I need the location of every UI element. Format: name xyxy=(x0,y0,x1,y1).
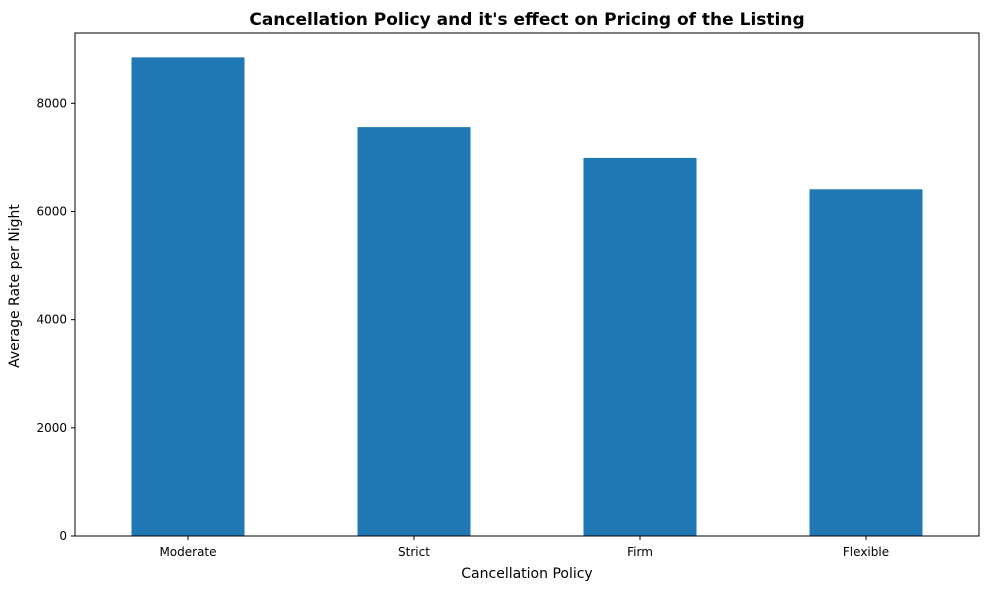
bar-flexible xyxy=(809,189,923,537)
y-tick-label: 8000 xyxy=(36,96,67,110)
bars-layer xyxy=(131,57,923,537)
x-axis-label: Cancellation Policy xyxy=(461,566,592,582)
y-tick-label: 6000 xyxy=(36,204,67,218)
plot-frame xyxy=(74,32,980,537)
x-tick-label: Moderate xyxy=(159,545,216,559)
y-tick-label: 0 xyxy=(59,529,67,543)
x-axis-ticks: Moderate Strict Firm Flexible xyxy=(159,536,889,559)
y-axis-ticks: 0 2000 4000 6000 8000 xyxy=(36,96,75,543)
y-tick-label: 2000 xyxy=(36,421,67,435)
y-axis-label: Average Rate per Night xyxy=(7,204,23,368)
y-tick-label: 4000 xyxy=(36,313,67,327)
bar-strict xyxy=(357,127,471,536)
x-tick-label: Flexible xyxy=(843,545,889,559)
chart-title: Cancellation Policy and it's effect on P… xyxy=(249,10,804,30)
x-tick-label: Firm xyxy=(627,545,653,559)
bar-firm xyxy=(583,157,697,536)
bar-moderate xyxy=(131,57,245,536)
x-tick-label: Strict xyxy=(398,545,430,559)
